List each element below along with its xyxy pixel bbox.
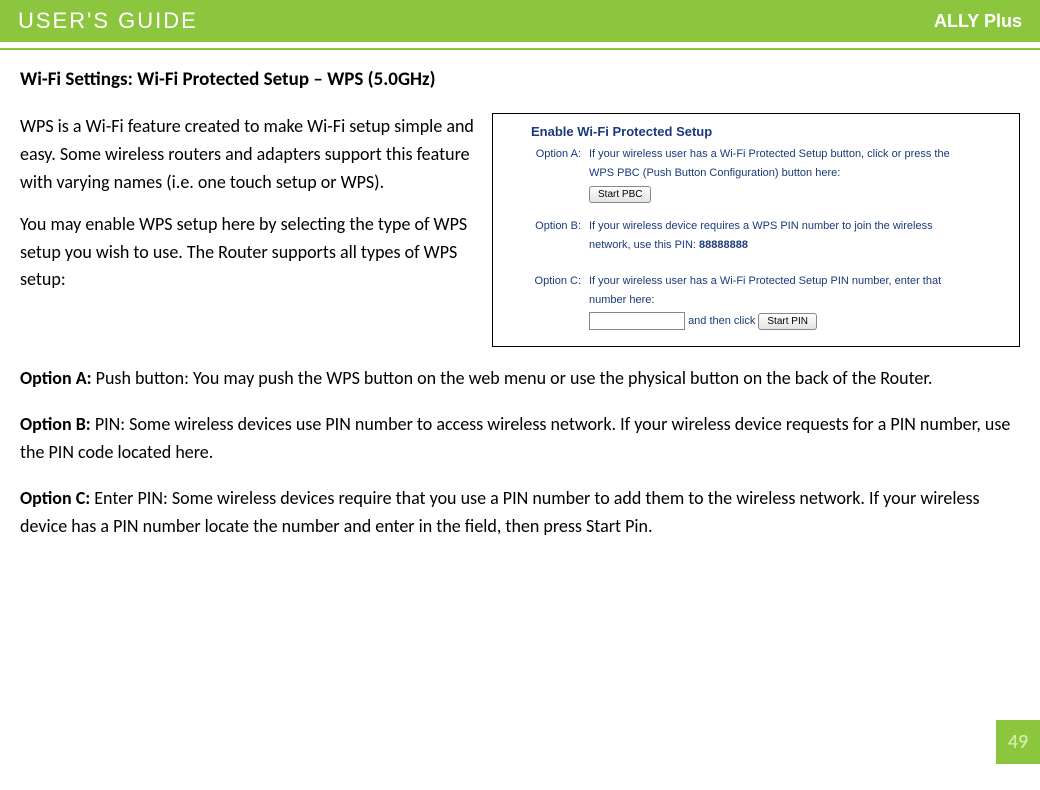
panel-option-b-label: Option B: <box>505 219 589 234</box>
wps-pin-value: 88888888 <box>699 239 748 251</box>
panel-option-b-prefix: network, use this PIN: <box>589 239 699 251</box>
section-heading: Wi-Fi Settings: Wi-Fi Protected Setup – … <box>20 68 1020 91</box>
panel-option-b-line2: network, use this PIN: 88888888 <box>589 238 1007 253</box>
start-pin-button[interactable]: Start PIN <box>758 313 817 330</box>
panel-option-a-label: Option A: <box>505 147 589 162</box>
panel-option-c-line1: If your wireless user has a Wi-Fi Protec… <box>589 274 1007 289</box>
panel-option-c-line2: number here: <box>589 293 1007 308</box>
panel-title: Enable Wi-Fi Protected Setup <box>531 124 1007 139</box>
panel-option-a-body: If your wireless user has a Wi-Fi Protec… <box>589 147 1007 203</box>
intro-wrap: WPS is a Wi-Fi feature created to make W… <box>20 113 1020 347</box>
start-pbc-button[interactable]: Start PBC <box>589 186 651 203</box>
panel-option-c-row: Option C: If your wireless user has a Wi… <box>505 274 1007 335</box>
wps-settings-panel: Enable Wi-Fi Protected Setup Option A: I… <box>492 113 1020 347</box>
intro-paragraph-1: WPS is a Wi-Fi feature created to make W… <box>20 113 478 197</box>
content-area: Wi-Fi Settings: Wi-Fi Protected Setup – … <box>0 50 1040 541</box>
option-a-text: Push button: You may push the WPS button… <box>92 367 933 389</box>
option-a-paragraph: Option A: Push button: You may push the … <box>20 365 1020 393</box>
option-b-strong: Option B: <box>20 413 91 435</box>
option-a-strong: Option A: <box>20 367 92 389</box>
wps-pin-input[interactable] <box>589 312 685 330</box>
intro-paragraph-2: You may enable WPS setup here by selecti… <box>20 211 478 295</box>
option-c-paragraph: Option C: Enter PIN: Some wireless devic… <box>20 485 1020 541</box>
header-title: USER'S GUIDE <box>18 8 198 34</box>
panel-option-c-body: If your wireless user has a Wi-Fi Protec… <box>589 274 1007 335</box>
panel-option-a-line2: WPS PBC (Push Button Configuration) butt… <box>589 166 1007 181</box>
option-b-text: PIN: Some wireless devices use PIN numbe… <box>20 413 1010 463</box>
option-c-strong: Option C: <box>20 487 90 509</box>
panel-option-c-input-row: and then click Start PIN <box>589 312 1007 330</box>
option-c-text: Enter PIN: Some wireless devices require… <box>20 487 980 537</box>
panel-option-b-line1: If your wireless device requires a WPS P… <box>589 219 1007 234</box>
panel-option-a-row: Option A: If your wireless user has a Wi… <box>505 147 1007 203</box>
page-number: 49 <box>996 720 1040 764</box>
panel-option-c-and-then: and then click <box>688 315 758 327</box>
panel-option-b-body: If your wireless device requires a WPS P… <box>589 219 1007 258</box>
panel-option-b-row: Option B: If your wireless device requir… <box>505 219 1007 258</box>
header-bar: USER'S GUIDE ALLY Plus <box>0 0 1040 42</box>
intro-text: WPS is a Wi-Fi feature created to make W… <box>20 113 478 308</box>
panel-option-a-line1: If your wireless user has a Wi-Fi Protec… <box>589 147 1007 162</box>
header-brand: ALLY Plus <box>934 11 1022 32</box>
option-b-paragraph: Option B: PIN: Some wireless devices use… <box>20 411 1020 467</box>
panel-option-c-label: Option C: <box>505 274 589 289</box>
header-title-wrap: USER'S GUIDE <box>18 0 198 42</box>
